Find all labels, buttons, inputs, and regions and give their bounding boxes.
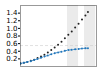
svg-text:0.8: 0.8: [6, 32, 17, 40]
svg-text:1.0: 1.0: [6, 25, 17, 33]
svg-text:0.2: 0.2: [6, 55, 17, 63]
svg-text:1.4: 1.4: [6, 9, 18, 17]
svg-text:0.6: 0.6: [6, 40, 18, 48]
svg-text:0.4: 0.4: [6, 47, 18, 55]
svg-text:1.2: 1.2: [6, 17, 17, 25]
